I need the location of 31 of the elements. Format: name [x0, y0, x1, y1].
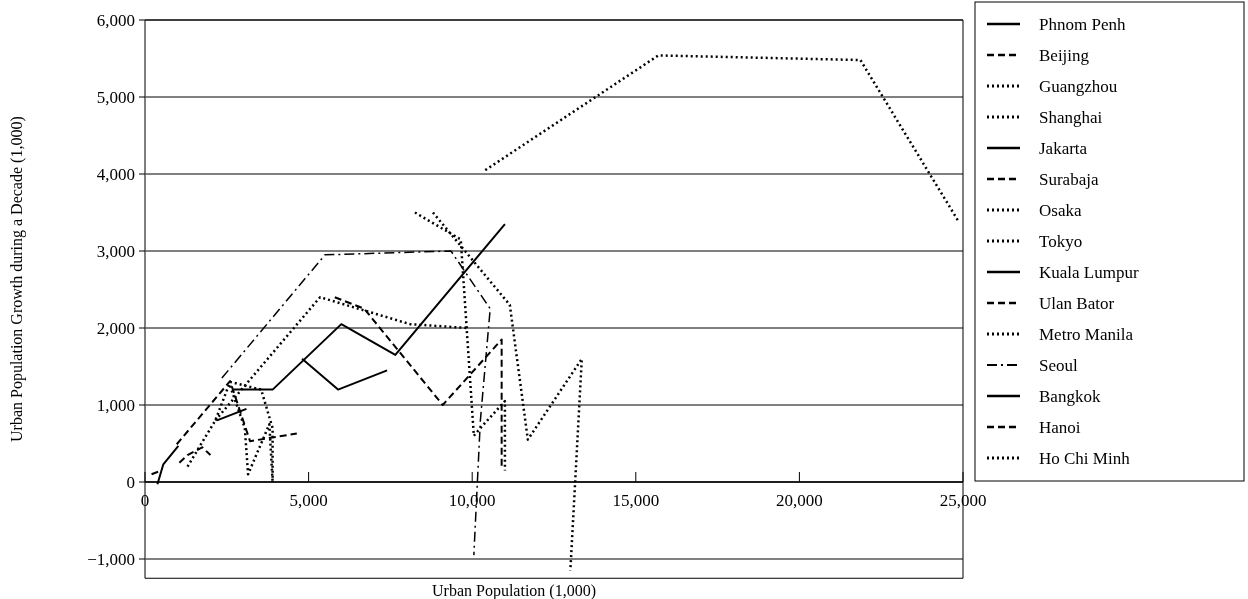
y-tick-label: 6,000 [96, 11, 135, 30]
y-tick-label: −1,000 [87, 550, 135, 569]
y-tick-label: 5,000 [96, 88, 135, 107]
legend-label: Ho Chi Minh [1039, 449, 1131, 468]
y-axis-title: Urban Population Growth during a Decade (1,000) [8, 116, 26, 442]
x-axis-title: Urban Population (1,000) [432, 582, 596, 599]
legend-label: Metro Manila [1039, 325, 1134, 344]
y-tick-label: 3,000 [96, 242, 135, 261]
x-tick-label: 5,000 [289, 491, 328, 510]
legend-label: Tokyo [1039, 232, 1083, 251]
y-tick-label: 2,000 [96, 319, 135, 338]
legend-label: Ulan Bator [1039, 294, 1115, 313]
x-tick-label: 10,000 [448, 491, 496, 510]
legend-label: Surabaja [1039, 170, 1099, 189]
x-tick-label: 0 [140, 491, 150, 510]
x-tick-label: 20,000 [776, 491, 823, 510]
y-tick-label: 0 [126, 473, 135, 492]
y-tick-label: 4,000 [96, 165, 135, 184]
legend-label: Hanoi [1039, 418, 1081, 437]
legend-label: Jakarta [1039, 139, 1088, 158]
legend-label: Beijing [1039, 46, 1090, 65]
legend-label: Seoul [1039, 356, 1078, 375]
legend-label: Shanghai [1039, 108, 1103, 127]
legend-label: Osaka [1039, 201, 1082, 220]
y-tick-label: 1,000 [96, 396, 135, 415]
legend-label: Guangzhou [1039, 77, 1118, 96]
legend-label: Kuala Lumpur [1039, 263, 1139, 282]
legend-label: Bangkok [1039, 387, 1101, 406]
x-tick-label: 25,000 [939, 491, 987, 510]
legend-label: Phnom Penh [1039, 15, 1126, 34]
x-tick-label: 15,000 [612, 491, 660, 510]
